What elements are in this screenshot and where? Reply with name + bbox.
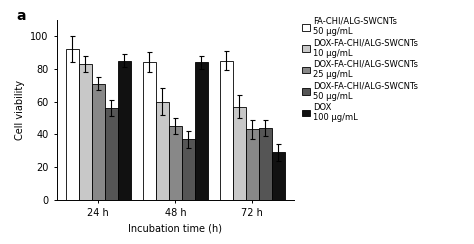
Bar <box>220 61 233 200</box>
Bar <box>169 126 182 200</box>
X-axis label: Incubation time (h): Incubation time (h) <box>128 224 222 234</box>
Bar <box>259 128 272 200</box>
Bar <box>79 64 92 200</box>
Bar <box>143 62 156 200</box>
Y-axis label: Cell viability: Cell viability <box>15 80 25 140</box>
Bar <box>195 62 208 200</box>
Bar <box>105 108 118 200</box>
Bar <box>233 107 246 200</box>
Bar <box>156 102 169 200</box>
Bar <box>182 139 195 200</box>
Bar <box>92 83 105 200</box>
Bar <box>66 49 79 200</box>
Text: a: a <box>17 9 26 23</box>
Bar <box>246 130 259 200</box>
Bar <box>118 61 131 200</box>
Legend: FA-CHI/ALG-SWCNTs
50 μg/mL, DOX-FA-CHI/ALG-SWCNTs
10 μg/mL, DOX-FA-CHI/ALG-SWCNT: FA-CHI/ALG-SWCNTs 50 μg/mL, DOX-FA-CHI/A… <box>301 16 419 123</box>
Bar <box>272 152 285 200</box>
